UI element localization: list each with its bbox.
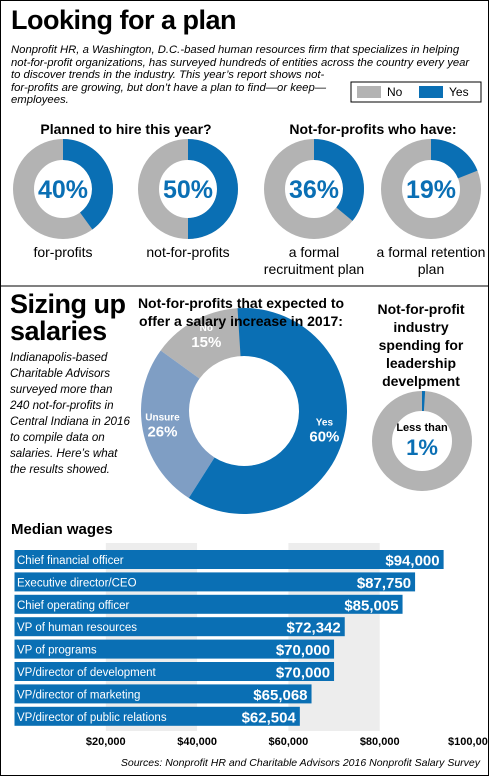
- legend-swatch: [419, 86, 443, 98]
- slice-value: 15%: [191, 334, 221, 351]
- bar-label: VP/director of development: [17, 667, 157, 679]
- bar: [14, 550, 444, 569]
- pie-slice: [160, 308, 244, 379]
- bar-label: VP/director of public relations: [17, 712, 167, 724]
- slice-category: Unsure: [145, 413, 180, 424]
- bar-label: Executive director/CEO: [17, 577, 137, 589]
- legend-swatch: [357, 86, 381, 98]
- donut-segment: [431, 139, 478, 179]
- legend-label: Yes: [449, 85, 469, 99]
- x-tick-label: $100,000: [448, 736, 489, 748]
- value-label: $87,750: [357, 575, 411, 592]
- value-label: 1%: [406, 435, 438, 460]
- chart-title: Not-for-profits who have:: [289, 121, 457, 137]
- value-label: $62,504: [242, 709, 297, 726]
- value-label: $94,000: [385, 553, 439, 570]
- donut-label: a formal recruitment plan: [263, 244, 365, 277]
- value-label: 19%: [406, 176, 456, 204]
- value-label: $65,068: [253, 687, 307, 704]
- value-label: $70,000: [276, 665, 330, 682]
- value-label: 40%: [38, 176, 88, 204]
- bar: [14, 594, 403, 614]
- donut-label: not-for-profits: [146, 244, 230, 260]
- bar: [14, 684, 312, 704]
- value-label: 50%: [163, 176, 213, 204]
- bar-label: Chief financial officer: [17, 555, 124, 567]
- bar-label: VP of human resources: [17, 622, 137, 634]
- chart-title: Median wages: [11, 521, 113, 538]
- donut-label: a formal retention plan: [376, 244, 486, 277]
- value-label: $70,000: [276, 642, 330, 659]
- chart-title: Not-for-profits that expected to offer a…: [137, 295, 345, 329]
- bar-label: Chief operating officer: [17, 600, 129, 612]
- donut-label: for-profits: [33, 244, 93, 260]
- donut-segment: [63, 139, 113, 230]
- section-text: Indianapolis-based Charitable Advisors s…: [10, 351, 130, 476]
- pie-slice: [188, 308, 347, 515]
- donut-segment: [422, 391, 426, 412]
- value-label: $72,342: [287, 620, 341, 637]
- x-tick-label: $60,000: [269, 736, 309, 748]
- legend-box: [350, 81, 482, 103]
- slice-category: No: [200, 323, 213, 334]
- pie-slice: [141, 350, 215, 498]
- bar: [14, 662, 335, 681]
- chart-title: Planned to hire this year?: [40, 121, 212, 137]
- bar: [14, 639, 335, 659]
- value-label: $85,005: [344, 597, 398, 614]
- legend-label: No: [387, 85, 403, 99]
- intro: Nonprofit HR, a Washington, D.C.-based h…: [11, 44, 481, 107]
- bar: [14, 617, 345, 637]
- donut-segment: [188, 139, 238, 239]
- value-label: 36%: [289, 176, 339, 204]
- slice-value: 60%: [309, 429, 339, 446]
- chart-title: Not-for-profit industry spending for lea…: [377, 301, 465, 389]
- donut-segment: [314, 139, 364, 221]
- x-tick-label: $20,000: [86, 736, 126, 748]
- slice-category: Yes: [316, 418, 334, 429]
- bar: [14, 572, 416, 592]
- bar-label: VP/director of marketing: [17, 689, 140, 701]
- slice-value: 26%: [147, 424, 177, 441]
- title: Looking for a plan: [11, 5, 237, 35]
- intro-text: Nonprofit HR, a Washington, D.C.-based h…: [11, 44, 470, 107]
- center-note: Less than: [396, 422, 448, 434]
- sources: Sources: Nonprofit HR and Charitable Adv…: [120, 757, 480, 769]
- section-title: Sizing up salaries: [10, 289, 126, 346]
- bar: [14, 706, 300, 726]
- bar-label: VP of programs: [17, 645, 97, 657]
- x-tick-label: $80,000: [360, 736, 400, 748]
- x-tick-label: $40,000: [177, 736, 217, 748]
